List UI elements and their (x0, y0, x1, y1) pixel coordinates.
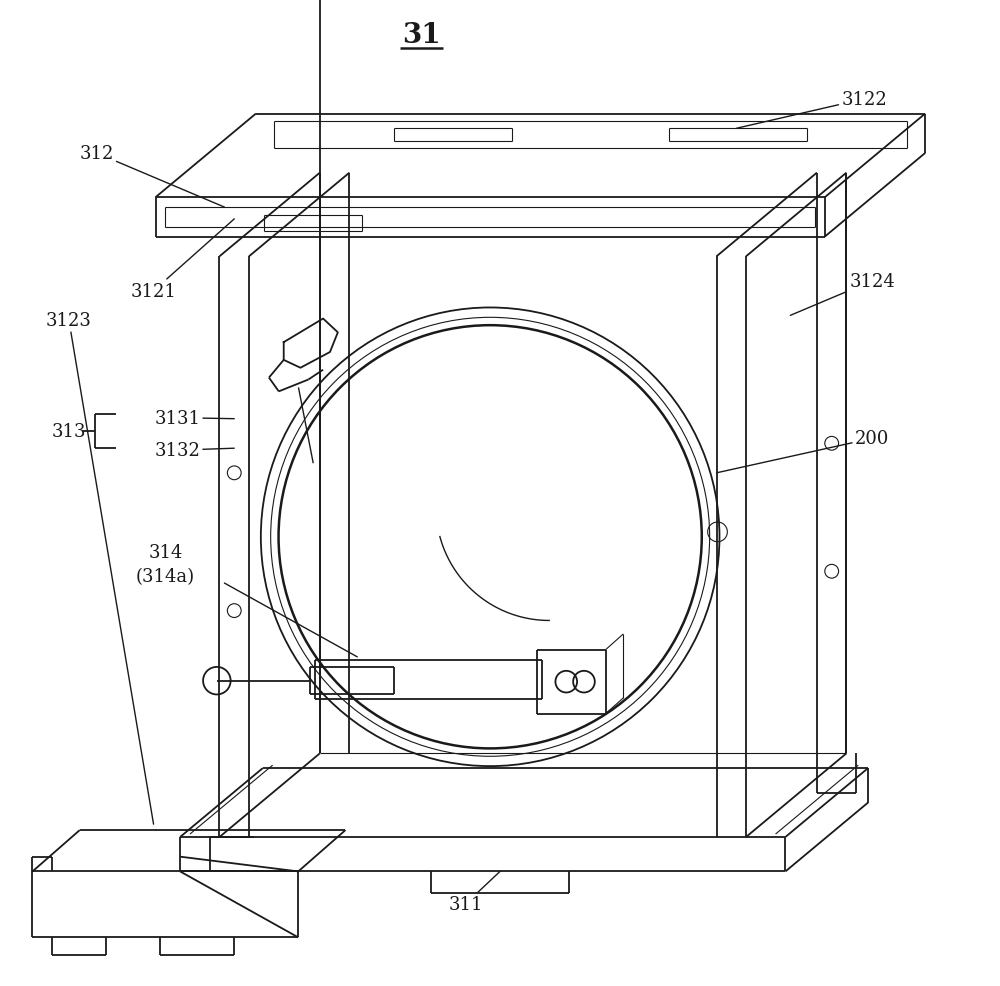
Text: 3124: 3124 (790, 272, 895, 317)
Text: 314: 314 (148, 543, 183, 561)
Text: 311: 311 (448, 872, 500, 913)
Text: 3123: 3123 (46, 312, 154, 824)
Text: 31: 31 (402, 23, 441, 49)
Text: 3122: 3122 (736, 91, 887, 129)
Text: 3121: 3121 (131, 220, 234, 301)
Text: 3131: 3131 (154, 409, 234, 427)
Text: 313: 313 (52, 423, 86, 441)
Text: 312: 312 (79, 145, 224, 208)
Text: 200: 200 (717, 430, 889, 473)
Text: 3132: 3132 (154, 442, 234, 459)
Text: (314a): (314a) (136, 568, 195, 586)
